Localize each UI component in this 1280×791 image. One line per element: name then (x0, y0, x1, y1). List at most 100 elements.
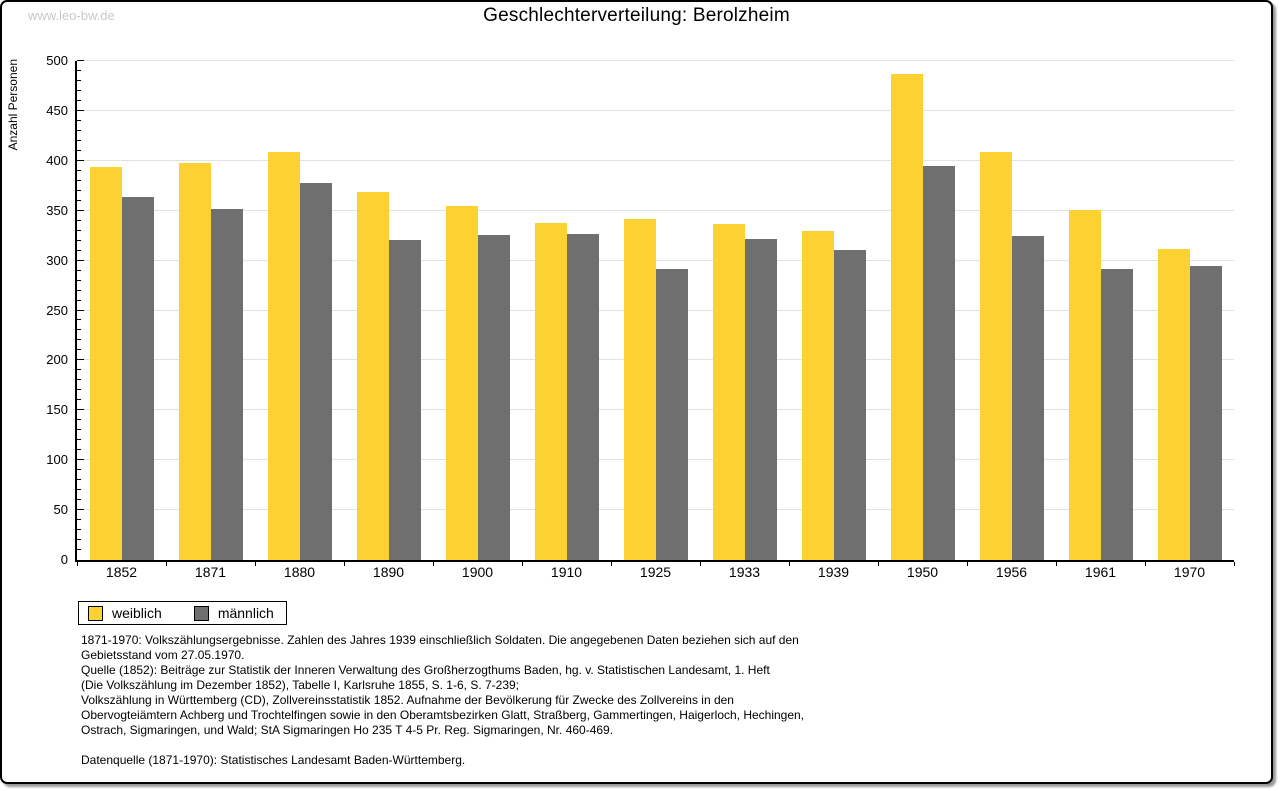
y-tick-label-100: 100 (46, 452, 68, 468)
bar-maennlich-1890 (388, 239, 421, 560)
bar-maennlich-1956 (1011, 235, 1044, 560)
x-boundary-tick-1 (165, 562, 167, 566)
y-major-tick-250 (77, 309, 84, 311)
bar-weiblich-1925 (623, 218, 656, 560)
y-minor-tick-360 (77, 199, 81, 201)
bar-weiblich-1950 (890, 73, 923, 560)
x-tick-label-1890: 1890 (372, 564, 405, 580)
x-boundary-tick-5 (521, 562, 523, 566)
chart-title: Geschlechterverteilung: Berolzheim (483, 5, 790, 26)
y-minor-tick-170 (77, 389, 81, 391)
bar-weiblich-1900 (445, 205, 478, 560)
weiblich-swatch-icon (88, 605, 103, 621)
y-minor-tick-10 (77, 549, 81, 551)
y-minor-tick-240 (77, 319, 81, 321)
x-boundary-tick-2 (254, 562, 256, 566)
legend-label-weiblich: weiblich (112, 605, 162, 621)
y-minor-tick-460 (77, 99, 81, 101)
bar-weiblich-1933 (712, 223, 745, 560)
watermark: www.leo-bw.de (28, 8, 115, 23)
bar-maennlich-1880 (299, 182, 332, 560)
y-minor-tick-490 (77, 69, 81, 71)
y-tick-label-450: 450 (46, 102, 68, 118)
bar-maennlich-1871 (210, 208, 243, 560)
y-minor-tick-390 (77, 169, 81, 171)
y-tick-label-300: 300 (46, 252, 68, 268)
y-minor-tick-160 (77, 399, 81, 401)
bar-maennlich-1925 (655, 268, 688, 560)
bar-maennlich-1900 (477, 234, 510, 560)
y-major-tick-50 (77, 509, 84, 511)
gridline-300 (77, 259, 1234, 261)
y-minor-tick-90 (77, 469, 81, 471)
y-major-tick-150 (77, 409, 84, 411)
bar-weiblich-1970 (1157, 248, 1190, 560)
x-boundary-tick-12 (1144, 562, 1146, 566)
y-minor-tick-270 (77, 289, 81, 291)
y-major-tick-500 (77, 60, 84, 61)
x-boundary-tick-8 (788, 562, 790, 566)
y-minor-tick-130 (77, 429, 81, 431)
y-minor-tick-110 (77, 449, 81, 451)
x-tick-label-1871: 1871 (194, 564, 227, 580)
y-tick-label-200: 200 (46, 352, 68, 368)
x-boundary-tick-6 (610, 562, 612, 566)
y-minor-tick-60 (77, 499, 81, 501)
y-tick-label-150: 150 (46, 402, 68, 418)
bar-weiblich-1880 (267, 151, 300, 560)
y-major-tick-100 (77, 459, 84, 461)
y-tick-label-350: 350 (46, 202, 68, 218)
y-minor-tick-230 (77, 329, 81, 331)
y-major-tick-450 (77, 109, 84, 111)
y-minor-tick-140 (77, 419, 81, 421)
bar-weiblich-1910 (534, 222, 567, 560)
y-tick-label-250: 250 (46, 302, 68, 318)
y-minor-tick-70 (77, 489, 81, 491)
y-minor-tick-310 (77, 249, 81, 251)
bar-maennlich-1939 (833, 249, 866, 560)
legend-item-weiblich: weiblich (88, 605, 162, 621)
x-boundary-tick-3 (343, 562, 345, 566)
footer-datenquelle: Datenquelle (1871-1970): Statistisches L… (81, 753, 466, 767)
x-tick-label-1910: 1910 (550, 564, 583, 580)
y-tick-label-0: 0 (60, 552, 68, 567)
bar-maennlich-1910 (566, 233, 599, 560)
legend-item-maennlich: männlich (193, 605, 274, 621)
x-boundary-tick-0 (76, 562, 78, 566)
bar-maennlich-1852 (121, 196, 154, 560)
x-tick-label-1900: 1900 (461, 564, 494, 580)
y-major-tick-200 (77, 359, 84, 361)
x-tick-label-1956: 1956 (995, 564, 1028, 580)
bar-maennlich-1961 (1100, 268, 1133, 560)
y-minor-tick-220 (77, 339, 81, 341)
x-tick-label-1970: 1970 (1173, 564, 1206, 580)
x-boundary-tick-11 (1055, 562, 1057, 566)
y-tick-label-50: 50 (53, 502, 68, 518)
x-tick-label-1950: 1950 (906, 564, 939, 580)
x-tick-label-1933: 1933 (728, 564, 761, 580)
bar-weiblich-1956 (979, 151, 1012, 560)
y-minor-tick-410 (77, 149, 81, 151)
y-major-tick-350 (77, 209, 84, 211)
maennlich-swatch-icon (193, 605, 209, 621)
y-minor-tick-290 (77, 269, 81, 271)
bar-maennlich-1950 (922, 165, 955, 560)
y-minor-tick-440 (77, 119, 81, 121)
y-minor-tick-210 (77, 349, 81, 351)
x-tick-label-1961: 1961 (1084, 564, 1117, 580)
gridline-450 (77, 109, 1234, 111)
y-minor-tick-470 (77, 89, 81, 91)
bar-weiblich-1890 (356, 191, 389, 560)
y-tick-label-400: 400 (46, 152, 68, 168)
y-minor-tick-430 (77, 129, 81, 131)
y-tick-label-500: 500 (46, 53, 68, 68)
y-minor-tick-480 (77, 79, 81, 81)
y-minor-tick-40 (77, 519, 81, 521)
x-boundary-tick-13 (1233, 562, 1235, 566)
y-axis-labels: 0 50 100 150 200 250 300 350 400 450 500 (2, 53, 68, 567)
footer-notes: 1871-1970: Volkszählungsergebnisse. Zahl… (81, 633, 805, 737)
x-tick-label-1925: 1925 (639, 564, 672, 580)
x-tick-label-1939: 1939 (817, 564, 850, 580)
y-minor-tick-190 (77, 369, 81, 371)
